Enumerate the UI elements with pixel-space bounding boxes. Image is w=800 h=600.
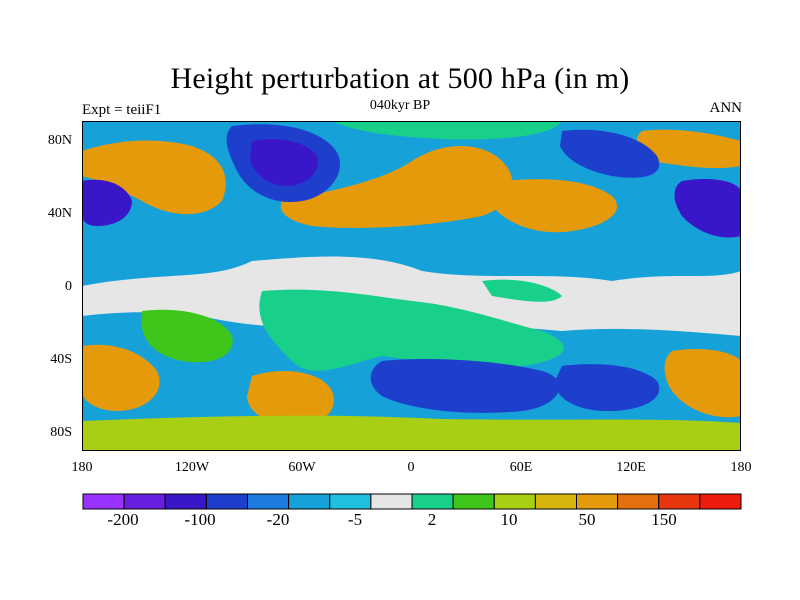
- plot-title: Height perturbation at 500 hPa (in m): [170, 62, 630, 95]
- lat-tick-80n: 80N: [47, 133, 72, 148]
- arctic-band: [332, 121, 562, 140]
- colorbar-label-2: 2: [427, 510, 437, 529]
- lat-tick-40n: 40N: [47, 206, 72, 221]
- colorbar-swatch: [534, 493, 577, 510]
- southern-green-band: [259, 289, 564, 371]
- trough-greenland-core: [250, 139, 318, 186]
- ridge-north-america: [82, 140, 226, 215]
- trough-north-pacific-east: [674, 179, 741, 238]
- lon-tick-180w: 180: [71, 460, 93, 475]
- colorbar-swatch: [288, 493, 331, 510]
- antarctic-band: [82, 415, 741, 451]
- lat-tick-80s: 80S: [50, 425, 72, 440]
- trough-siberia: [560, 129, 660, 178]
- colorbar-swatch: [123, 493, 166, 510]
- season-label: ANN: [709, 100, 743, 116]
- colorbar-swatch: [493, 493, 536, 510]
- colorbar-swatch: [205, 493, 248, 510]
- lat-tick-40s: 40S: [50, 352, 72, 367]
- colorbar-label-150: 150: [651, 510, 677, 529]
- colorbar-swatch: [658, 493, 701, 510]
- trough-south-australia: [554, 364, 660, 411]
- colorbar-swatch: [411, 493, 454, 510]
- colorbar-swatch: [617, 493, 660, 510]
- ridge-south-america: [247, 371, 334, 426]
- ridge-south-pacific-east: [664, 349, 741, 418]
- colorbar-swatch: [576, 493, 619, 510]
- colorbar-swatch: [247, 493, 290, 510]
- colorbar-label-50: 50: [578, 510, 596, 529]
- trough-north-pacific-west: [82, 179, 132, 226]
- southern-green-east: [482, 279, 562, 302]
- lat-tick-0: 0: [65, 279, 72, 294]
- lon-tick-180e: 180: [730, 460, 752, 475]
- colorbar-label-neg100: -100: [184, 510, 216, 529]
- colorbar-swatch: [452, 493, 495, 510]
- ridge-asia: [491, 179, 618, 233]
- time-label: 040kyr BP: [369, 98, 431, 113]
- ridge-south-pacific-west: [82, 344, 160, 411]
- colorbar: [82, 493, 742, 510]
- colorbar-swatch: [370, 493, 413, 510]
- height-perturbation-map: [82, 121, 741, 451]
- colorbar-label-neg200: -200: [107, 510, 139, 529]
- lon-tick-60w: 60W: [288, 460, 316, 475]
- lon-tick-120e: 120E: [616, 460, 646, 475]
- colorbar-label-neg5: -5: [347, 510, 363, 529]
- colorbar-swatch: [329, 493, 372, 510]
- ridge-atlantic-europe: [280, 146, 513, 228]
- lon-tick-120w: 120W: [174, 460, 210, 475]
- colorbar-swatch: [164, 493, 207, 510]
- map-frame: [82, 121, 741, 451]
- lon-tick-0: 0: [407, 460, 415, 475]
- tropical-neutral-band: [82, 256, 741, 336]
- green-south-pacific: [141, 309, 233, 363]
- lon-tick-60e: 60E: [509, 460, 533, 475]
- colorbar-swatch: [82, 493, 125, 510]
- colorbar-label-10: 10: [500, 510, 518, 529]
- experiment-label: Expt = teiiF1: [82, 102, 162, 118]
- trough-indian-ocean: [370, 359, 560, 413]
- ridge-arctic-east: [636, 129, 741, 169]
- colorbar-swatch: [699, 493, 742, 510]
- colorbar-label-neg20: -20: [266, 510, 290, 529]
